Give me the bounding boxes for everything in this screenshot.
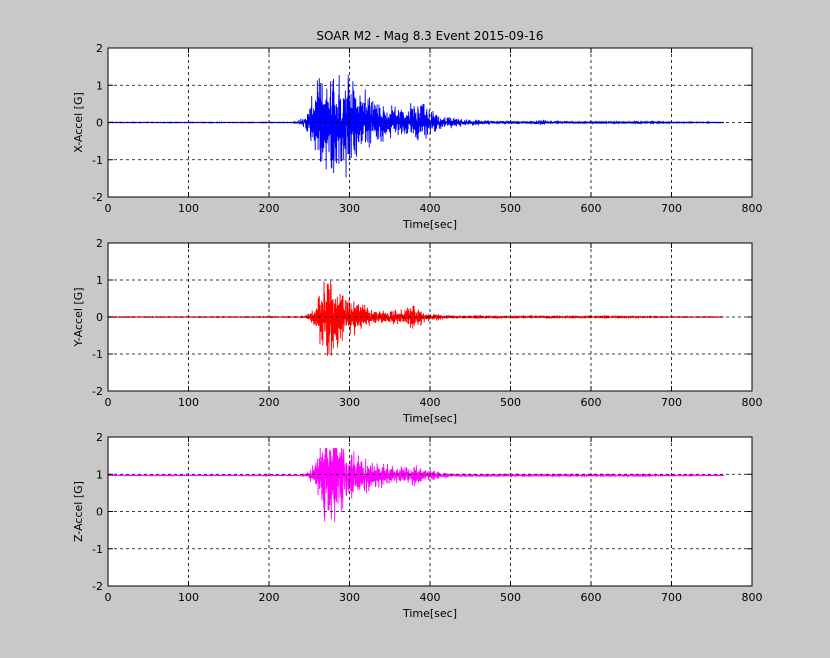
- x-tick-label: 600: [581, 202, 602, 215]
- y-tick-label: 1: [96, 468, 103, 481]
- y-tick-label: 0: [96, 311, 103, 324]
- y-tick-label: -1: [92, 154, 103, 167]
- x-axis-label: Time[sec]: [402, 607, 457, 620]
- x-tick-label: 400: [420, 396, 441, 409]
- x-tick-label: 300: [339, 202, 360, 215]
- y-tick-label: -2: [92, 385, 103, 398]
- figure-title: SOAR M2 - Mag 8.3 Event 2015-09-16: [316, 29, 543, 43]
- x-tick-label: 800: [742, 591, 763, 604]
- y-axis-label: Z-Accel [G]: [72, 481, 85, 542]
- x-tick-label: 600: [581, 396, 602, 409]
- y-tick-label: 1: [96, 274, 103, 287]
- y-tick-label: 1: [96, 79, 103, 92]
- x-tick-label: 200: [259, 591, 280, 604]
- x-axis-label: Time[sec]: [402, 412, 457, 425]
- y-tick-label: -2: [92, 580, 103, 593]
- x-tick-label: 100: [178, 591, 199, 604]
- x-tick-label: 200: [259, 396, 280, 409]
- x-tick-label: 400: [420, 591, 441, 604]
- x-tick-label: 800: [742, 396, 763, 409]
- x-tick-label: 700: [661, 396, 682, 409]
- y-axis-label: Y-Accel [G]: [72, 288, 85, 348]
- y-tick-label: 2: [96, 237, 103, 250]
- x-tick-label: 500: [500, 591, 521, 604]
- x-tick-label: 600: [581, 591, 602, 604]
- axes-panel-1: 0 100 200 300 400 500 600 700 800 -2 -1 0 1 2 Time[sec…: [72, 42, 763, 231]
- x-tick-label: 500: [500, 396, 521, 409]
- x-tick-label: 800: [742, 202, 763, 215]
- x-tick-label: 300: [339, 591, 360, 604]
- axes-panel-3: 0 100 200 300 400 500 600 700 800 -2 -1 0 1 2 Time[sec…: [72, 431, 763, 620]
- x-tick-label: 0: [105, 202, 112, 215]
- axes-panel-2: 0 100 200 300 400 500 600 700 800 -2 -1 0 1 2 Time[sec…: [72, 237, 763, 425]
- y-tick-label: 0: [96, 506, 103, 519]
- y-axis-label: X-Accel [G]: [72, 92, 85, 153]
- y-tick-label: 2: [96, 431, 103, 444]
- y-tick-label: -1: [92, 348, 103, 361]
- y-tick-label: 0: [96, 117, 103, 130]
- x-axis-label: Time[sec]: [402, 218, 457, 231]
- x-tick-label: 700: [661, 591, 682, 604]
- y-tick-label: 2: [96, 42, 103, 55]
- y-tick-label: -2: [92, 191, 103, 204]
- x-tick-label: 700: [661, 202, 682, 215]
- x-tick-label: 100: [178, 396, 199, 409]
- y-tick-label: -1: [92, 543, 103, 556]
- x-tick-label: 300: [339, 396, 360, 409]
- x-tick-label: 500: [500, 202, 521, 215]
- x-tick-label: 0: [105, 591, 112, 604]
- x-tick-label: 400: [420, 202, 441, 215]
- x-tick-label: 200: [259, 202, 280, 215]
- series-line-3: [108, 448, 725, 522]
- x-tick-label: 100: [178, 202, 199, 215]
- x-tick-label: 0: [105, 396, 112, 409]
